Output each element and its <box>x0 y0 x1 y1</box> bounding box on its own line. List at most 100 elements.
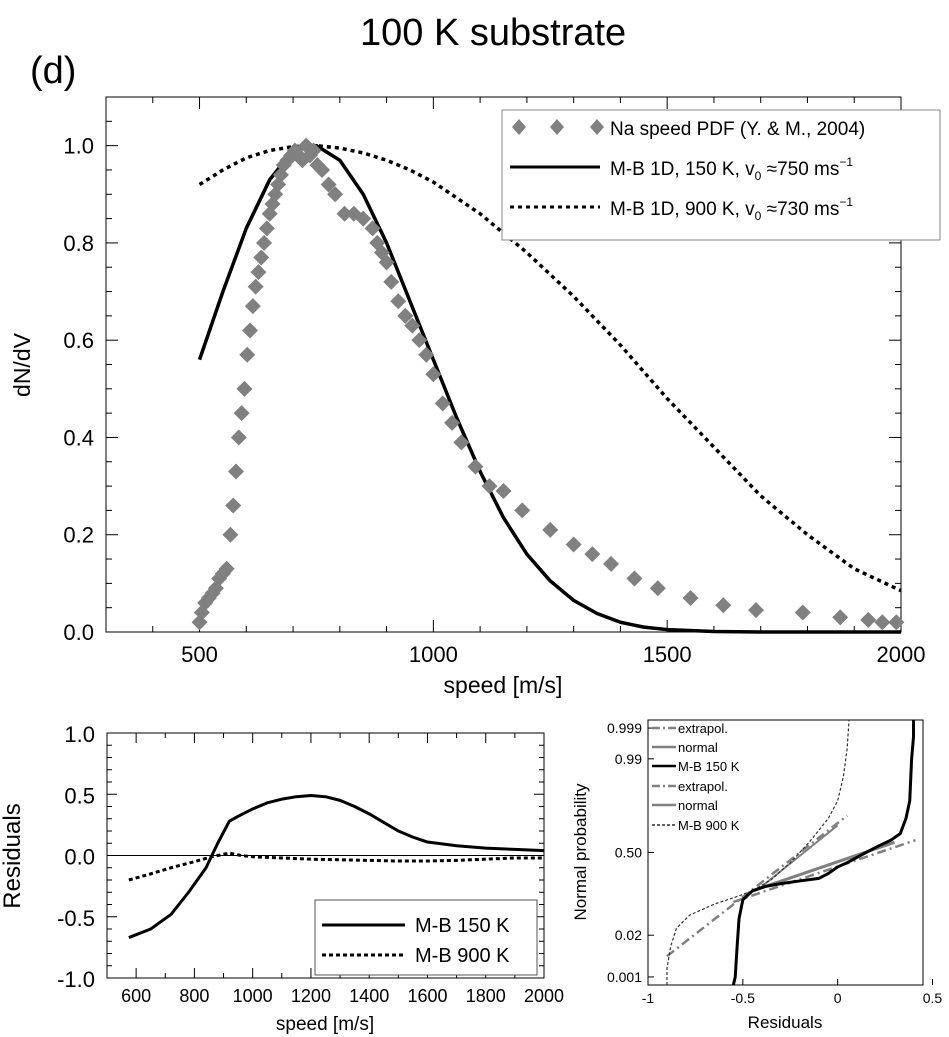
probability-legend: extrapol. normal M-B 150 K extrapol. nor… <box>652 721 740 833</box>
prob-legend-label: extrapol. <box>678 721 728 736</box>
na-pdf-point <box>244 298 261 315</box>
probability-y-tick-label: 0.02 <box>615 927 642 943</box>
probability-y-axis-label: Normal probability <box>571 783 590 920</box>
residuals-series <box>107 793 545 939</box>
legend-label-mb900: M-B 1D, 900 K, v0 ≈730 ms−1 <box>610 195 853 223</box>
probability-x-axis-label: Residuals <box>748 1013 823 1032</box>
na-pdf-point <box>495 482 512 499</box>
probability-series <box>666 719 916 986</box>
probability-ticks: -1 -0.5 0 0.5 0.001 0.02 0.50 0.99 0.999 <box>607 720 942 1006</box>
na-pdf-point <box>542 521 559 538</box>
na-pdf-point <box>715 597 732 614</box>
na-pdf-point <box>247 278 264 295</box>
na-pdf-point <box>225 497 242 514</box>
na-pdf-point <box>649 580 666 597</box>
legend-mb900-sup: −1 <box>839 195 853 209</box>
prob-mb900-line <box>666 719 850 985</box>
residuals-x-axis-label: speed [m/s] <box>276 1014 374 1035</box>
legend-diamond-marker <box>590 119 604 135</box>
main-y-tick-label: 0.0 <box>63 620 94 645</box>
na-pdf-point <box>794 604 811 621</box>
na-pdf-point <box>305 142 322 159</box>
na-pdf-point <box>411 332 428 349</box>
legend-mb150-sub: 0 <box>755 169 762 183</box>
na-pdf-point <box>250 264 267 281</box>
na-pdf-point <box>748 602 765 619</box>
main-y-tick-label: 0.4 <box>63 425 94 450</box>
na-pdf-point <box>565 536 582 553</box>
probability-y-tick-label: 0.50 <box>615 845 642 861</box>
series-mb900-line <box>198 143 902 593</box>
residuals-y-tick-label: 0.5 <box>64 783 95 808</box>
probability-y-tick-label: 0.999 <box>607 720 642 736</box>
na-pdf-point <box>888 614 905 631</box>
residuals-x-tick-label: 800 <box>179 986 209 1006</box>
na-pdf-point <box>418 346 435 363</box>
probability-x-tick-label: 0 <box>834 990 842 1006</box>
na-pdf-point <box>320 176 337 193</box>
prob-normal-900-line <box>761 824 839 888</box>
prob-legend-label: extrapol. <box>678 779 728 794</box>
probability-y-tick-label: 0.001 <box>607 969 642 985</box>
prob-legend-label: M-B 150 K <box>678 759 740 774</box>
residuals-y-axis-label: Residuals <box>0 803 26 908</box>
na-pdf-point <box>242 322 259 339</box>
na-pdf-point <box>626 570 643 587</box>
na-pdf-point <box>230 429 247 446</box>
main-chart: 500 1000 1500 2000 0.0 0.2 0.4 0.6 0.8 1.0 speed … <box>9 96 941 698</box>
na-pdf-point <box>453 434 470 451</box>
probability-x-tick-label: 0.5 <box>923 990 943 1006</box>
na-pdf-point <box>253 249 270 266</box>
legend-mb900-sub: 0 <box>755 209 762 223</box>
residuals-legend: M-B 150 K M-B 900 K <box>314 899 538 976</box>
na-pdf-point <box>860 611 877 628</box>
residuals-mb900-line <box>128 851 544 882</box>
prob-extrapol-900-line <box>666 814 848 958</box>
na-pdf-point <box>584 546 601 563</box>
main-y-tick-label: 0.6 <box>63 328 94 353</box>
main-y-tick-label: 0.2 <box>63 523 94 548</box>
residuals-x-tick-label: 1600 <box>407 986 447 1006</box>
na-pdf-point <box>603 555 620 572</box>
legend-label-mb150: M-B 1D, 150 K, v0 ≈750 ms−1 <box>610 155 853 183</box>
legend-mb150-part: ≈750 ms <box>761 159 839 180</box>
residuals-x-tick-label: 2000 <box>524 986 564 1006</box>
na-pdf-point <box>336 205 353 222</box>
residuals-mb150-line <box>128 793 545 939</box>
residuals-legend-label-mb150: M-B 150 K <box>415 915 510 937</box>
na-pdf-point <box>236 380 253 397</box>
legend-mb150-sup: −1 <box>839 155 853 169</box>
main-y-axis-label: dN/dV <box>9 332 35 397</box>
residuals-x-tick-label: 1000 <box>233 986 273 1006</box>
na-pdf-point <box>481 478 498 495</box>
na-pdf-point <box>682 589 699 606</box>
prob-legend-label: M-B 900 K <box>678 818 740 833</box>
na-pdf-point <box>218 560 235 577</box>
normal-probability-chart: -1 -0.5 0 0.5 0.001 0.02 0.50 0.99 0.999 Residua… <box>571 719 942 1032</box>
panel-label: (d) <box>30 50 77 92</box>
na-pdf-point <box>434 395 451 412</box>
main-legend: Na speed PDF (Y. & M., 2004) M-B 1D, 150… <box>501 109 941 241</box>
legend-diamond-marker <box>550 119 564 135</box>
na-pdf-point <box>364 220 381 237</box>
legend-mb900-part: M-B 1D, 900 K, v <box>610 199 755 220</box>
prob-mb150-line <box>731 720 916 986</box>
figure-title: 100 K substrate <box>360 12 627 54</box>
na-pdf-point <box>228 463 245 480</box>
na-pdf-point <box>397 307 414 324</box>
na-pdf-point <box>233 405 250 422</box>
legend-entry-mb150: M-B 1D, 150 K, v0 ≈750 ms−1 <box>510 155 853 183</box>
probability-y-tick-label: 0.99 <box>615 751 642 767</box>
main-legend-box <box>501 109 941 241</box>
main-x-axis-label: speed [m/s] <box>444 672 563 698</box>
residuals-y-tick-label: -1.0 <box>57 967 95 992</box>
legend-mb150-part: M-B 1D, 150 K, v <box>610 159 755 180</box>
na-pdf-point <box>327 186 344 203</box>
main-x-tick-label: 500 <box>181 642 218 667</box>
na-pdf-point <box>258 220 275 237</box>
residuals-x-tick-label: 1200 <box>291 986 331 1006</box>
na-pdf-point <box>404 317 421 334</box>
na-pdf-point <box>514 502 531 519</box>
legend-entry-mb900: M-B 1D, 900 K, v0 ≈730 ms−1 <box>510 195 853 223</box>
legend-diamond-marker <box>512 119 526 135</box>
